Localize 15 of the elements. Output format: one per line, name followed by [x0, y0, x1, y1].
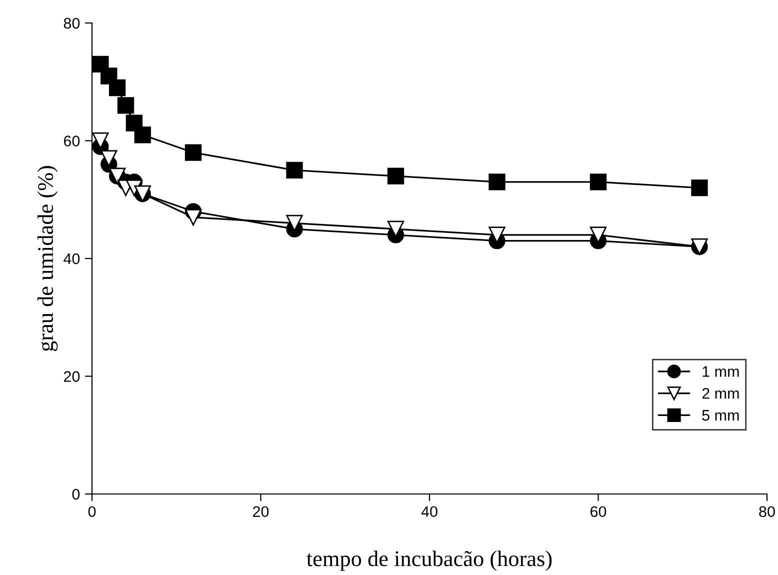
legend-label: 5 mm	[702, 410, 739, 421]
x-tick-label: 20	[253, 506, 269, 518]
x-tick-label: 60	[590, 506, 606, 518]
legend-label: 1 mm	[702, 366, 739, 377]
y-tick-label: 40	[64, 253, 80, 264]
x-axis-title: tempo de incubacão (horas)	[306, 550, 552, 571]
y-axis-title: grau de umidade (%)	[37, 166, 58, 352]
y-tick-label: 80	[64, 18, 80, 29]
y-tick-label: 0	[72, 488, 80, 500]
y-tick-label: 20	[64, 371, 80, 382]
x-tick-label: 80	[759, 506, 775, 518]
x-tick-label: 0	[88, 506, 96, 518]
x-tick-label: 40	[421, 506, 438, 518]
y-tick-label: 60	[64, 136, 80, 146]
legend-label: 2 mm	[702, 388, 739, 399]
